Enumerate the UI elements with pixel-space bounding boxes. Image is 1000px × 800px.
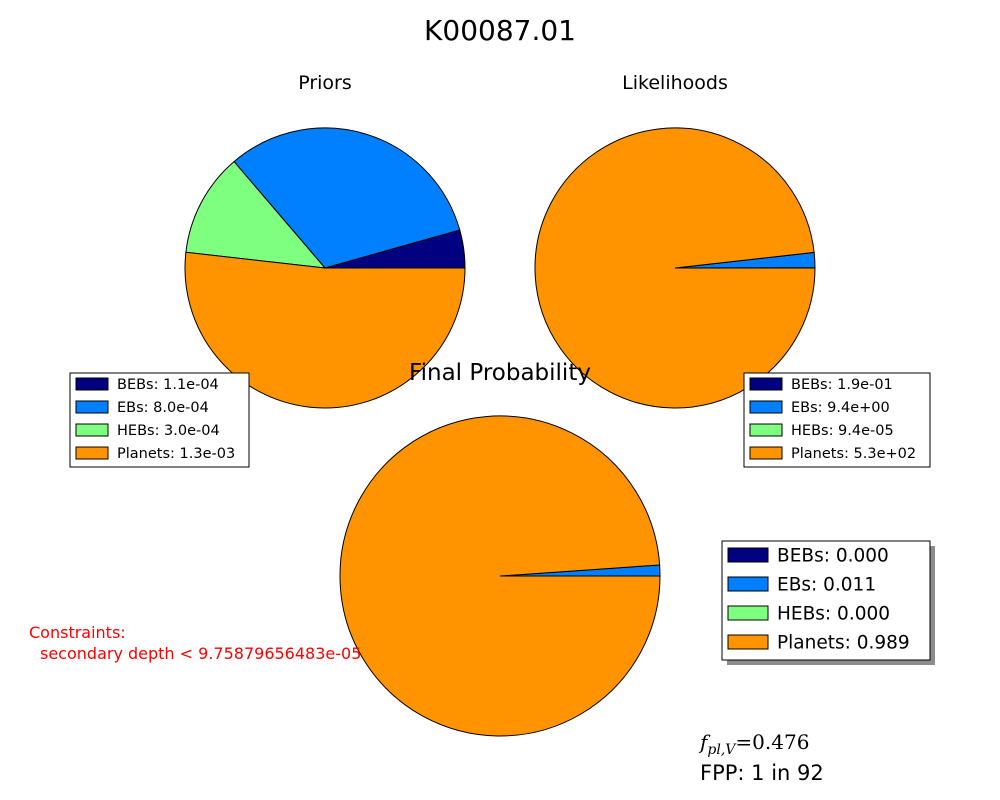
legend-label-bebs: BEBs: 0.000 (777, 546, 889, 567)
constraint-item: secondary depth < 9.75879656483e-05 (40, 644, 361, 663)
legend-priors: BEBs: 1.1e-04 EBs: 8.0e-04 HEBs: 3.0e-04 Pl… (69, 372, 250, 468)
pie-priors (184, 127, 466, 409)
legend-final-probability: BEBs: 0.000 EBs: 0.011 HEBs: 0.000 Planets:… (721, 540, 935, 665)
legend-label-ebs: EBs: 9.4e+00 (791, 400, 890, 416)
legend-swatch-bebs (75, 377, 109, 391)
legend-swatch-hebs (749, 423, 783, 437)
legend-label-planets: Planets: 1.3e-03 (117, 446, 235, 462)
legend-swatch-ebs (75, 400, 109, 414)
pie-final-probability (339, 415, 661, 737)
legend-label-planets: Planets: 0.989 (777, 633, 910, 654)
constraints-heading: Constraints: (29, 623, 126, 642)
legend-swatch-hebs (75, 423, 109, 437)
legend-swatch-bebs (727, 547, 769, 563)
legend-swatch-hebs (727, 605, 769, 621)
pie-likelihoods (534, 127, 816, 409)
legend-label-bebs: BEBs: 1.1e-04 (117, 377, 219, 393)
fplv-value: 0.476 (752, 730, 809, 754)
legend-swatch-bebs (749, 377, 783, 391)
legend-swatch-planets (749, 446, 783, 460)
legend-swatch-ebs (749, 400, 783, 414)
legend-label-ebs: EBs: 8.0e-04 (117, 400, 209, 416)
legend-label-ebs: EBs: 0.011 (777, 575, 876, 596)
legend-label-hebs: HEBs: 0.000 (777, 604, 890, 625)
pie-slice-planets (184, 251, 466, 409)
fpp-text: FPP: 1 in 92 (700, 761, 824, 785)
pie-slice-ebs (233, 127, 461, 269)
pie-title-final-probability: Final Probability (409, 360, 591, 386)
pie-title-likelihoods: Likelihoods (622, 72, 728, 94)
legend-swatch-ebs (727, 576, 769, 592)
legend-label-hebs: HEBs: 9.4e-05 (791, 423, 894, 439)
figure-title: K00087.01 (424, 14, 576, 47)
legend-label-bebs: BEBs: 1.9e-01 (791, 377, 893, 393)
fplv-equals: = (735, 730, 752, 754)
legend-likelihoods: BEBs: 1.9e-01 EBs: 9.4e+00 HEBs: 9.4e-05 Pl… (743, 372, 931, 468)
legend-swatch-planets (727, 634, 769, 650)
legend-swatch-planets (75, 446, 109, 460)
pie-title-priors: Priors (298, 72, 352, 94)
legend-label-hebs: HEBs: 3.0e-04 (117, 423, 220, 439)
fplv-subscript: pl,V (707, 742, 737, 758)
pie-slice-hebs (185, 160, 327, 269)
legend-label-planets: Planets: 5.3e+02 (791, 446, 916, 462)
fplv-annotation: fpl,V=0.476 (698, 730, 809, 758)
pie-slice-planets (339, 415, 661, 737)
